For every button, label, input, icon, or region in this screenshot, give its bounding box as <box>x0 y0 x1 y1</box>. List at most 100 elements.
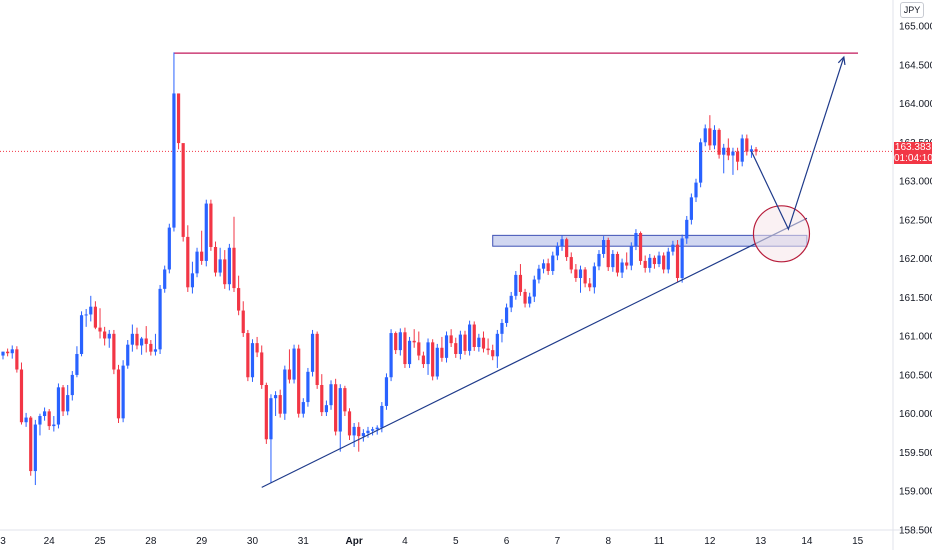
candle-bearish <box>574 269 578 278</box>
candle-bullish <box>1 351 5 356</box>
candle-bearish <box>200 251 204 261</box>
ascending-trendline <box>261 217 808 488</box>
candle-bullish <box>375 427 379 430</box>
candle-bearish <box>334 384 338 432</box>
candle-bearish <box>213 246 218 273</box>
candle-bearish <box>403 332 407 365</box>
candle-bearish <box>19 369 24 423</box>
candle-bearish <box>255 343 259 353</box>
price-tick-label: 164.000 <box>899 99 932 110</box>
candle-bullish <box>371 429 375 431</box>
candle-bearish <box>93 306 97 328</box>
price-tick-label: 165.000 <box>899 22 932 33</box>
candle-bullish <box>699 142 703 183</box>
candle-bullish <box>204 203 208 261</box>
candle-bullish <box>306 371 310 403</box>
candle-bullish <box>126 344 130 366</box>
candle-bullish <box>671 244 675 252</box>
candle-bullish <box>500 322 504 334</box>
candle-bearish <box>417 342 421 356</box>
time-tick-label: 15 <box>852 536 864 547</box>
candle-bearish <box>754 149 758 152</box>
last-price-tag: 163.383 01:04:10 <box>894 142 932 164</box>
candle-bearish <box>144 338 148 344</box>
candle-bearish <box>29 417 33 472</box>
bar-countdown: 01:04:10 <box>894 153 932 164</box>
candle-bearish <box>717 129 721 155</box>
candle-bullish <box>468 324 472 351</box>
price-tick-label: 159.000 <box>899 487 932 498</box>
currency-badge[interactable]: JPY <box>900 2 924 18</box>
candle-bullish <box>89 306 93 315</box>
candle-bearish <box>491 350 495 357</box>
candle-bullish <box>666 251 670 270</box>
candle-bullish <box>140 338 144 346</box>
candle-bullish <box>158 288 162 350</box>
candle-bearish <box>412 340 416 343</box>
candle-bearish <box>246 333 250 378</box>
candle-bullish <box>541 263 546 269</box>
price-tick-label: 161.000 <box>899 332 932 343</box>
price-tick-label: 164.500 <box>899 60 932 71</box>
projection-path <box>750 56 845 231</box>
candle-bullish <box>190 273 195 288</box>
candle-bearish <box>98 327 102 332</box>
candle-bearish <box>357 426 361 437</box>
candle-bullish <box>444 335 449 358</box>
time-tick-label: 6 <box>504 536 510 547</box>
candle-bearish <box>287 369 292 380</box>
candle-bearish <box>486 348 490 351</box>
candle-bearish <box>481 337 486 349</box>
candle-bullish <box>384 377 389 406</box>
price-tick-label: 163.000 <box>899 177 932 188</box>
time-tick-label: 30 <box>247 536 259 547</box>
candle-bearish <box>708 128 712 146</box>
price-tick-label: 160.000 <box>899 409 932 420</box>
candle-bearish <box>675 244 680 278</box>
time-tick-label: 5 <box>453 536 459 547</box>
price-tick-label: 162.000 <box>899 254 932 265</box>
candle-bullish <box>56 387 61 425</box>
time-tick-label: 7 <box>555 536 561 547</box>
candle-bearish <box>232 247 236 289</box>
candle-bullish <box>33 424 37 472</box>
time-tick-label: 24 <box>44 536 56 547</box>
candle-bearish <box>297 348 301 414</box>
candle-bearish <box>449 335 453 344</box>
candle-bullish <box>551 255 555 272</box>
candle-bearish <box>472 324 476 348</box>
candle-bullish <box>338 388 342 432</box>
candle-bearish <box>186 236 190 288</box>
candle-bullish <box>163 269 167 289</box>
candle-bullish <box>10 349 14 354</box>
candle-bullish <box>38 416 42 425</box>
candle-bearish <box>726 147 730 156</box>
candle-bearish <box>583 269 587 284</box>
candle-bullish <box>250 343 255 378</box>
candle-bullish <box>172 93 176 228</box>
time-tick-label: 29 <box>196 536 208 547</box>
candle-bullish <box>504 307 509 323</box>
candle-bullish <box>324 405 328 413</box>
candle-bullish <box>153 349 158 352</box>
candle-bearish <box>237 288 241 311</box>
price-tick-label: 159.500 <box>899 448 932 459</box>
time-tick-label: 13 <box>755 536 767 547</box>
candle-bearish <box>320 385 324 413</box>
price-tick-label: 162.500 <box>899 215 932 226</box>
candle-bullish <box>380 405 384 428</box>
candle-bullish <box>52 424 56 427</box>
candle-bearish <box>565 239 569 258</box>
candle-bullish <box>329 384 333 406</box>
candle-bullish <box>749 149 754 152</box>
candle-bullish <box>648 257 652 268</box>
candle-bearish <box>523 291 527 304</box>
candle-bullish <box>70 374 74 396</box>
candle-bullish <box>740 138 744 162</box>
candle-bullish <box>107 333 111 339</box>
candle-bearish <box>347 411 352 436</box>
candle-bearish <box>264 385 268 440</box>
